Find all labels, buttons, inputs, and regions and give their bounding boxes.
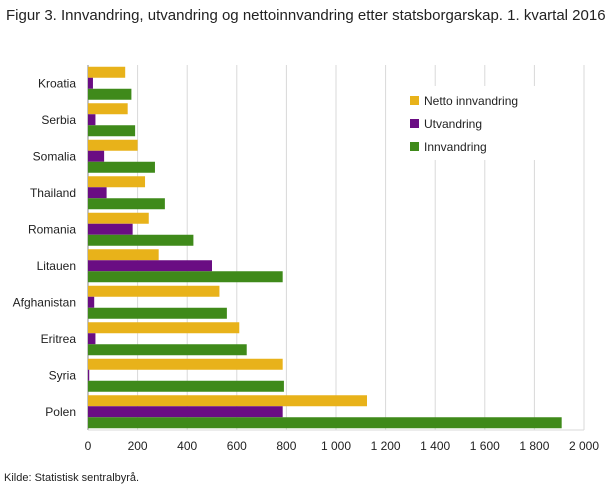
category-label: Afghanistan: [13, 295, 76, 309]
category-label: Eritrea: [41, 332, 77, 346]
bar-utvandring-romania: [88, 223, 133, 235]
bar-innvandring-romania: [88, 234, 194, 246]
x-tick-label: 200: [128, 439, 148, 453]
source-note: Kilde: Statistisk sentralbyrå.: [4, 472, 140, 484]
x-tick-label: 1 400: [420, 439, 450, 453]
category-label: Thailand: [30, 186, 76, 200]
x-tick-label: 600: [227, 439, 247, 453]
category-label: Serbia: [41, 113, 76, 127]
legend-swatch: [410, 96, 419, 105]
legend-label: Utvandring: [424, 117, 482, 131]
legend-swatch: [410, 142, 419, 151]
x-tick-label: 400: [177, 439, 197, 453]
bar-utvandring-serbia: [88, 114, 96, 126]
legend-swatch: [410, 119, 419, 128]
legend-box: [402, 86, 542, 160]
x-tick-label: 1 200: [371, 439, 401, 453]
bar-netto-innvandring-polen: [88, 395, 367, 407]
category-label: Litauen: [37, 259, 76, 273]
category-label: Somalia: [33, 149, 77, 163]
bar-netto-innvandring-romania: [88, 212, 149, 224]
bar-innvandring-afghanistan: [88, 307, 227, 319]
bar-innvandring-somalia: [88, 161, 155, 173]
bar-netto-innvandring-litauen: [88, 249, 159, 261]
legend-label: Netto innvandring: [424, 94, 518, 108]
bar-utvandring-somalia: [88, 150, 105, 162]
bar-utvandring-eritrea: [88, 333, 96, 345]
bar-innvandring-syria: [88, 380, 284, 392]
bar-utvandring-litauen: [88, 260, 212, 272]
bar-netto-innvandring-serbia: [88, 103, 128, 115]
x-tick-label: 800: [276, 439, 296, 453]
bar-utvandring-thailand: [88, 187, 107, 199]
x-tick-label: 2 000: [569, 439, 599, 453]
x-tick-label: 1 600: [470, 439, 500, 453]
bar-innvandring-kroatia: [88, 88, 132, 100]
bar-innvandring-litauen: [88, 271, 283, 283]
bar-innvandring-serbia: [88, 125, 136, 137]
bar-netto-innvandring-syria: [88, 358, 283, 370]
bar-netto-innvandring-kroatia: [88, 66, 126, 78]
bar-netto-innvandring-somalia: [88, 139, 138, 151]
category-label: Syria: [49, 368, 77, 382]
bar-utvandring-syria: [88, 369, 90, 381]
bar-utvandring-afghanistan: [88, 296, 95, 308]
bar-utvandring-polen: [88, 406, 283, 418]
bar-utvandring-kroatia: [88, 77, 93, 89]
bar-innvandring-thailand: [88, 198, 165, 210]
bar-netto-innvandring-afghanistan: [88, 285, 220, 297]
bar-innvandring-polen: [88, 417, 562, 429]
category-label: Kroatia: [38, 76, 76, 90]
category-label: Polen: [45, 405, 76, 419]
category-label: Romania: [28, 222, 76, 236]
bar-innvandring-eritrea: [88, 344, 247, 356]
x-tick-label: 1 000: [321, 439, 351, 453]
bar-netto-innvandring-eritrea: [88, 322, 240, 334]
legend-label: Innvandring: [424, 140, 487, 154]
bar-netto-innvandring-thailand: [88, 176, 146, 188]
chart-title: Figur 3. Innvandring, utvandring og nett…: [6, 7, 606, 24]
x-tick-label: 1 800: [519, 439, 549, 453]
x-tick-label: 0: [85, 439, 92, 453]
